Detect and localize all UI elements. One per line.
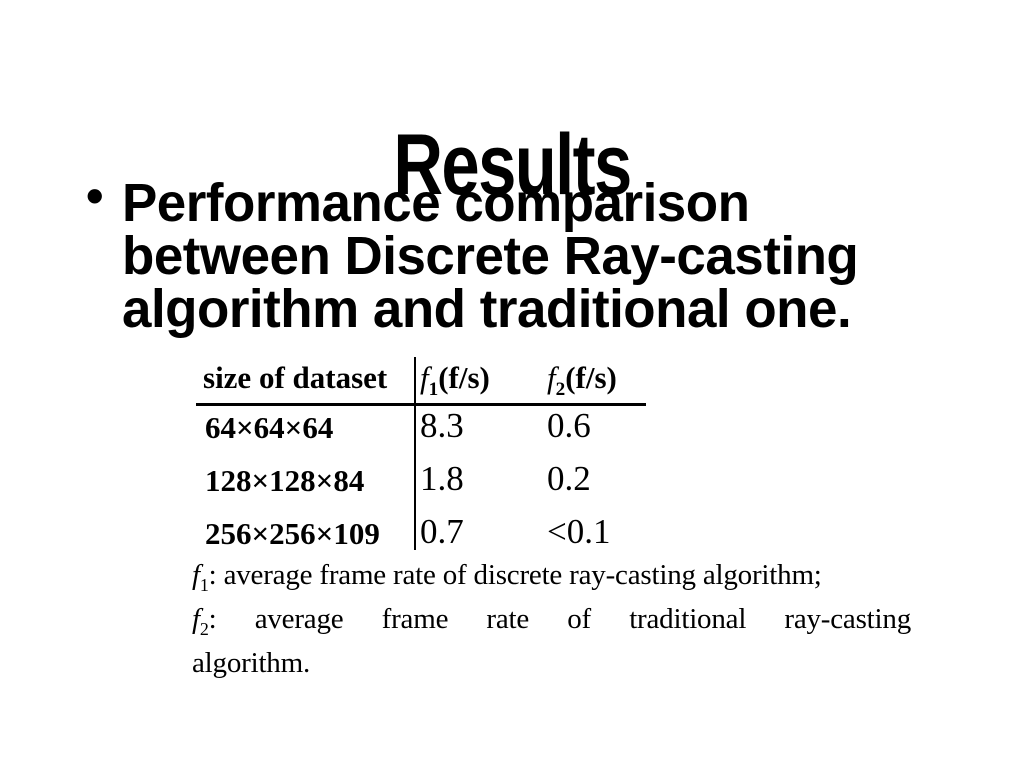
f1-subscript: 1 xyxy=(428,379,439,401)
f1-symbol: f xyxy=(192,559,200,591)
table-cell-f2: 0.2 xyxy=(547,459,591,498)
bullet-line-1: Performance comparison xyxy=(122,173,750,233)
slide-title: Results xyxy=(393,116,632,213)
footnote-f1: f1: average frame rate of discrete ray-c… xyxy=(192,553,911,597)
footnote-f1-text: : average frame rate of discrete ray-cas… xyxy=(208,559,822,591)
f2-symbol: f xyxy=(192,603,200,635)
table-cell-f1: 1.8 xyxy=(420,459,464,498)
f2-unit: (f/s) xyxy=(565,360,617,395)
table-vertical-divider xyxy=(414,357,416,550)
bullet-line-2: between Discrete Ray-casting xyxy=(122,226,859,286)
table-cell-size: 256×256×109 xyxy=(205,516,380,551)
footnote-f2-line-2: algorithm. xyxy=(192,647,311,679)
table-header-size: size of dataset xyxy=(203,360,388,395)
table-cell-f1: 8.3 xyxy=(420,406,464,445)
f1-symbol: f xyxy=(420,360,429,395)
bullet-marker: • xyxy=(86,168,104,224)
footnote-f2-text: : average frame rate of traditional ray-… xyxy=(208,603,912,635)
table-cell-f2: 0.6 xyxy=(547,406,591,445)
footnotes: f1: average frame rate of discrete ray-c… xyxy=(192,553,911,685)
table-header-f2: f2(f/s) xyxy=(540,356,648,406)
footnote-f2-line-1: f2: average frame rate of traditional ra… xyxy=(192,597,911,641)
bullet-text: Performance comparison between Discrete … xyxy=(122,173,859,339)
table-cell-f1: 0.7 xyxy=(420,512,464,551)
table-cell-size: 64×64×64 xyxy=(205,410,334,445)
table-header-rule xyxy=(196,403,646,406)
f2-subscript: 2 xyxy=(199,618,209,639)
table-cell-size: 128×128×84 xyxy=(205,463,365,498)
f1-unit: (f/s) xyxy=(438,360,490,395)
f1-subscript: 1 xyxy=(199,574,209,595)
table-cell-f2: <0.1 xyxy=(547,512,611,551)
results-table: size of dataset f1(f/s) f2(f/s) 64×64×64… xyxy=(196,356,648,558)
bullet-line-3: algorithm and traditional one. xyxy=(122,279,852,339)
f2-subscript: 2 xyxy=(555,379,566,401)
table-header-f1: f1(f/s) xyxy=(414,356,540,406)
f2-symbol: f xyxy=(547,360,556,395)
